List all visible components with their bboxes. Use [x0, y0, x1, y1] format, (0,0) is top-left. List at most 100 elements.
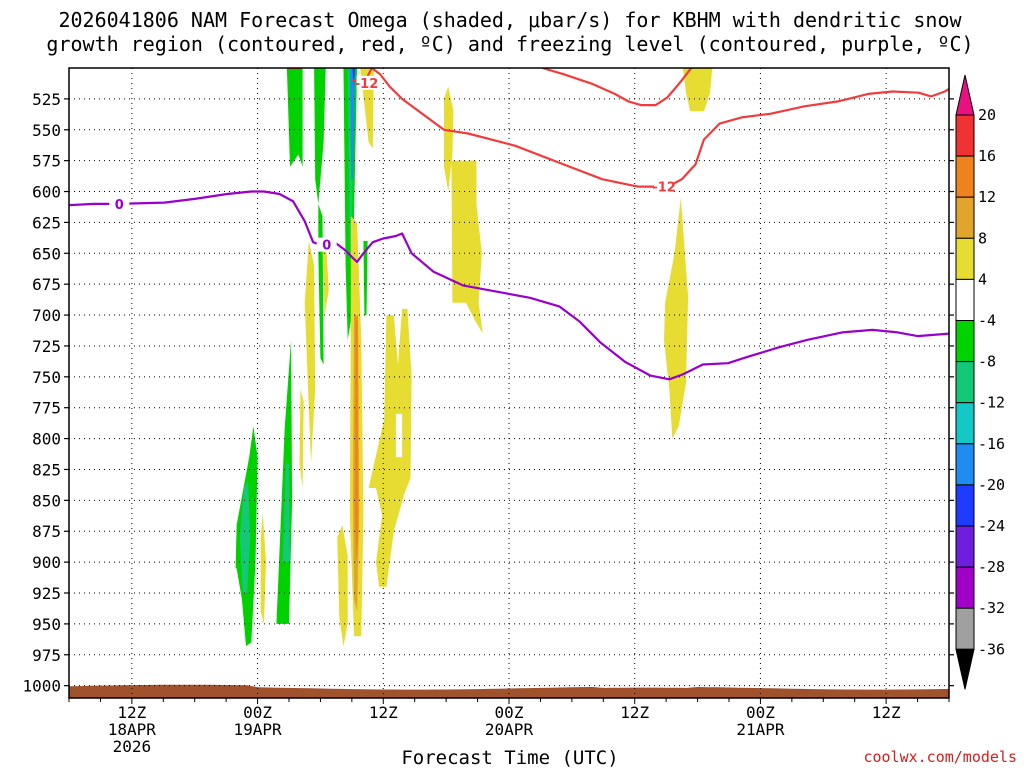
omega-region — [395, 413, 403, 458]
colorbar-bin — [955, 607, 975, 650]
contour-label-bg — [654, 179, 675, 194]
omega-region — [282, 463, 290, 563]
terrain — [69, 684, 949, 698]
x-tick-label: 00Z — [746, 703, 775, 722]
omega-region — [363, 240, 368, 316]
colorbar-bin — [955, 196, 975, 239]
omega-region — [299, 389, 304, 488]
contour-label: 0 — [115, 198, 124, 213]
colorbar-bin — [955, 155, 975, 198]
y-tick-label: 550 — [32, 121, 61, 140]
x-tick-label: 20APR — [485, 720, 534, 739]
colorbar-tick-label: -24 — [978, 517, 1005, 535]
grid — [69, 68, 949, 698]
omega-region — [337, 525, 348, 647]
x-tick-label: 21APR — [736, 720, 785, 739]
colorbar-bin — [955, 443, 975, 486]
y-tick-label: 575 — [32, 152, 61, 171]
omega-region — [352, 68, 355, 87]
colorbar-tick-label: -4 — [978, 312, 996, 330]
omega-region — [444, 86, 454, 192]
omega-region — [664, 197, 689, 439]
omega-region — [260, 512, 266, 624]
y-axis: 525 550 575 600 625 650 675 700 725 750 775 800 825 8… — [22, 90, 954, 696]
colorbar-bin — [955, 320, 975, 363]
colorbar-tick-label: -12 — [978, 394, 1005, 412]
x-tick-label: 12Z — [369, 703, 398, 722]
x-tick-label: 00Z — [243, 703, 272, 722]
omega-region — [349, 68, 355, 180]
colorbar-tick-label: -32 — [978, 599, 1005, 617]
omega-shading — [216, 68, 713, 647]
terrain-fill — [69, 684, 949, 698]
chart-title-line-2: growth region (contoured, red, ºC) and f… — [46, 32, 973, 56]
colorbar-tick-label: 20 — [978, 106, 996, 124]
y-tick-label: 725 — [32, 337, 61, 356]
x-tick-label: 18APR — [108, 720, 157, 739]
y-tick-label: 650 — [32, 244, 61, 263]
colorbar-tick-label: -8 — [978, 353, 996, 371]
colorbar: 20 16 12 8 4 -4 -8 -12 -16 -20 -24 -28 -32 -36 — [955, 74, 1005, 690]
omega-region — [276, 339, 293, 624]
y-tick-label: 800 — [32, 430, 61, 449]
colorbar-top-arrow — [955, 74, 975, 116]
contours — [69, 68, 949, 381]
colorbar-bin — [955, 525, 975, 568]
omega-region — [682, 68, 713, 112]
x-tick-label: 2026 — [113, 737, 152, 756]
colorbar-tick-label: 4 — [978, 270, 987, 288]
x-axis-label: Forecast Time (UTC) — [401, 747, 618, 768]
colorbar-bin — [955, 237, 975, 280]
colorbar-tick-label: -36 — [978, 640, 1005, 658]
omega-region — [286, 68, 303, 167]
colorbar-bin — [955, 278, 975, 321]
freezing-level-line — [69, 190, 949, 381]
contour-label: -12 — [355, 77, 379, 92]
x-tick-label: 00Z — [495, 703, 524, 722]
omega-region — [304, 240, 316, 464]
contour-label: -12 — [652, 181, 676, 196]
y-tick-label: 1000 — [22, 677, 61, 696]
colorbar-tick-label: -20 — [978, 476, 1005, 494]
y-tick-label: 600 — [32, 183, 61, 202]
colorbar-bin — [955, 566, 975, 609]
colorbar-tick-label: -28 — [978, 558, 1005, 576]
omega-region — [451, 160, 483, 334]
omega-region — [239, 481, 251, 593]
omega-region — [314, 68, 326, 204]
y-tick-label: 525 — [32, 90, 61, 109]
y-tick-label: 750 — [32, 368, 61, 387]
omega-region — [216, 426, 258, 647]
y-tick-label: 675 — [32, 275, 61, 294]
colorbar-bin — [955, 361, 975, 404]
y-tick-label: 950 — [32, 615, 61, 634]
y-tick-label: 850 — [32, 491, 61, 510]
y-tick-label: 875 — [32, 522, 61, 541]
colorbar-bin — [955, 402, 975, 445]
omega-region — [355, 315, 359, 563]
dgz-contour-line — [351, 68, 949, 188]
colorbar-bin — [955, 484, 975, 527]
x-tick-label: 19APR — [233, 720, 282, 739]
y-tick-label: 775 — [32, 399, 61, 418]
y-tick-label: 925 — [32, 584, 61, 603]
contour-label: 0 — [322, 239, 331, 254]
contour-label-bg — [356, 75, 377, 90]
omega-region — [376, 308, 412, 587]
y-tick-label: 700 — [32, 306, 61, 325]
colorbar-tick-label: 16 — [978, 147, 996, 165]
y-tick-label: 900 — [32, 553, 61, 572]
x-tick-label: 12Z — [117, 703, 146, 722]
y-tick-label: 625 — [32, 213, 61, 232]
y-tick-label: 975 — [32, 646, 61, 665]
colorbar-bottom-arrow — [955, 648, 975, 690]
omega-region — [322, 240, 329, 316]
colorbar-tick-label: -16 — [978, 435, 1005, 453]
colorbar-bin — [955, 114, 975, 157]
contour-label-bg — [316, 237, 337, 252]
dgz-contour-line — [542, 68, 693, 107]
x-tick-label: 12Z — [620, 703, 649, 722]
contour-label-bg — [109, 196, 130, 211]
colorbar-tick-label: 8 — [978, 229, 987, 247]
